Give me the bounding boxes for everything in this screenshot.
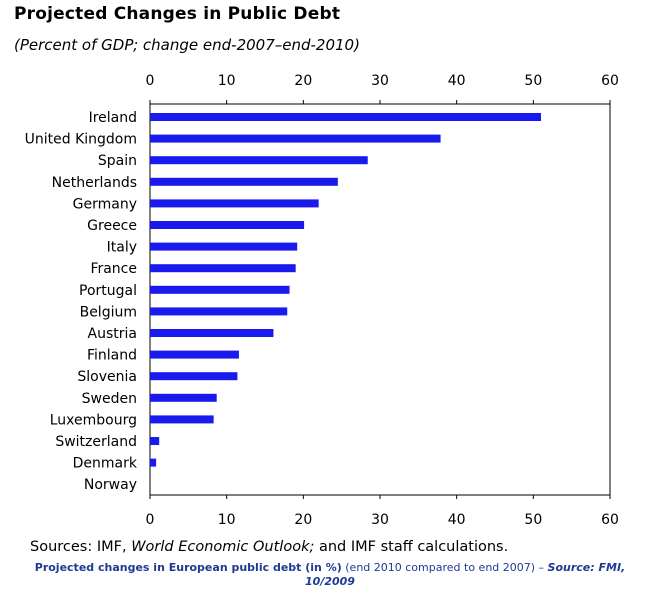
bar-switzerland (150, 437, 160, 445)
top-tick-label-30: 30 (371, 73, 389, 89)
top-tick-label-10: 10 (218, 73, 236, 89)
bar-france (150, 264, 296, 273)
bar-luxembourg (150, 415, 214, 424)
source-italic: World Economic Outlook; (131, 539, 315, 555)
category-label-germany: Germany (73, 196, 137, 212)
top-tick-label-50: 50 (524, 73, 542, 89)
category-label-ireland: Ireland (89, 110, 137, 126)
caption: Projected changes in European public deb… (20, 561, 640, 589)
bar-slovenia (150, 372, 238, 381)
bottom-axis: 0 10 20 30 40 50 60 (146, 495, 619, 528)
bottom-tick-label-20: 20 (294, 512, 312, 528)
category-label-norway: Norway (84, 477, 137, 493)
category-label-italy: Italy (107, 240, 137, 256)
bottom-tick-label-10: 10 (218, 512, 236, 528)
chart-title: Projected Changes in Public Debt (14, 4, 341, 24)
category-label-sweden: Sweden (82, 391, 137, 407)
source-suffix: and IMF staff calculations. (314, 539, 509, 555)
category-label-spain: Spain (98, 153, 137, 169)
bar-austria (150, 329, 274, 337)
bar-united-kingdom (150, 134, 441, 143)
category-label-netherlands: Netherlands (52, 175, 137, 191)
bar-spain (150, 156, 368, 165)
bar-finland (150, 350, 239, 359)
top-axis: 0 10 20 30 40 50 60 (146, 73, 619, 104)
top-tick-label-20: 20 (294, 73, 312, 89)
category-labels: Ireland United Kingdom Spain Netherlands Ger… (25, 110, 138, 493)
bottom-tick-label-60: 60 (601, 512, 619, 528)
bar-greece (150, 221, 305, 229)
caption-normal: (end 2010 compared to end 2007) – (341, 561, 548, 574)
category-label-switzerland: Switzerland (55, 434, 137, 450)
caption-source: Source: FMI, 10/2009 (305, 561, 626, 588)
category-label-greece: Greece (87, 218, 137, 234)
top-tick-label-40: 40 (448, 73, 466, 89)
category-label-slovenia: Slovenia (77, 369, 137, 385)
caption-bold: Projected changes in European public deb… (34, 561, 342, 574)
bottom-tick-label-50: 50 (524, 512, 542, 528)
bar-belgium (150, 307, 288, 316)
bar-germany (150, 199, 319, 208)
category-label-austria: Austria (88, 326, 137, 342)
bottom-tick-label-40: 40 (448, 512, 466, 528)
bar-italy (150, 242, 298, 251)
top-tick-label-60: 60 (601, 73, 619, 89)
top-tick-label-0: 0 (146, 73, 155, 89)
category-label-belgium: Belgium (80, 304, 137, 320)
bars (150, 113, 541, 467)
bar-sweden (150, 393, 217, 402)
category-label-luxembourg: Luxembourg (50, 412, 137, 428)
category-label-finland: Finland (87, 348, 137, 364)
source-prefix: Sources: IMF, (30, 539, 132, 555)
bar-ireland (150, 113, 541, 121)
bottom-tick-label-30: 30 (371, 512, 389, 528)
category-label-france: France (90, 261, 137, 277)
category-label-denmark: Denmark (73, 456, 138, 472)
source-note: Sources: IMF, World Economic Outlook; an… (30, 539, 508, 555)
bottom-tick-label-0: 0 (146, 512, 155, 528)
category-label-united-kingdom: United Kingdom (25, 132, 137, 148)
bar-portugal (150, 285, 290, 294)
chart-subtitle: (Percent of GDP; change end-2007–end-201… (14, 36, 360, 54)
category-label-portugal: Portugal (79, 283, 137, 299)
bar-netherlands (150, 177, 338, 186)
bar-denmark (150, 458, 157, 467)
